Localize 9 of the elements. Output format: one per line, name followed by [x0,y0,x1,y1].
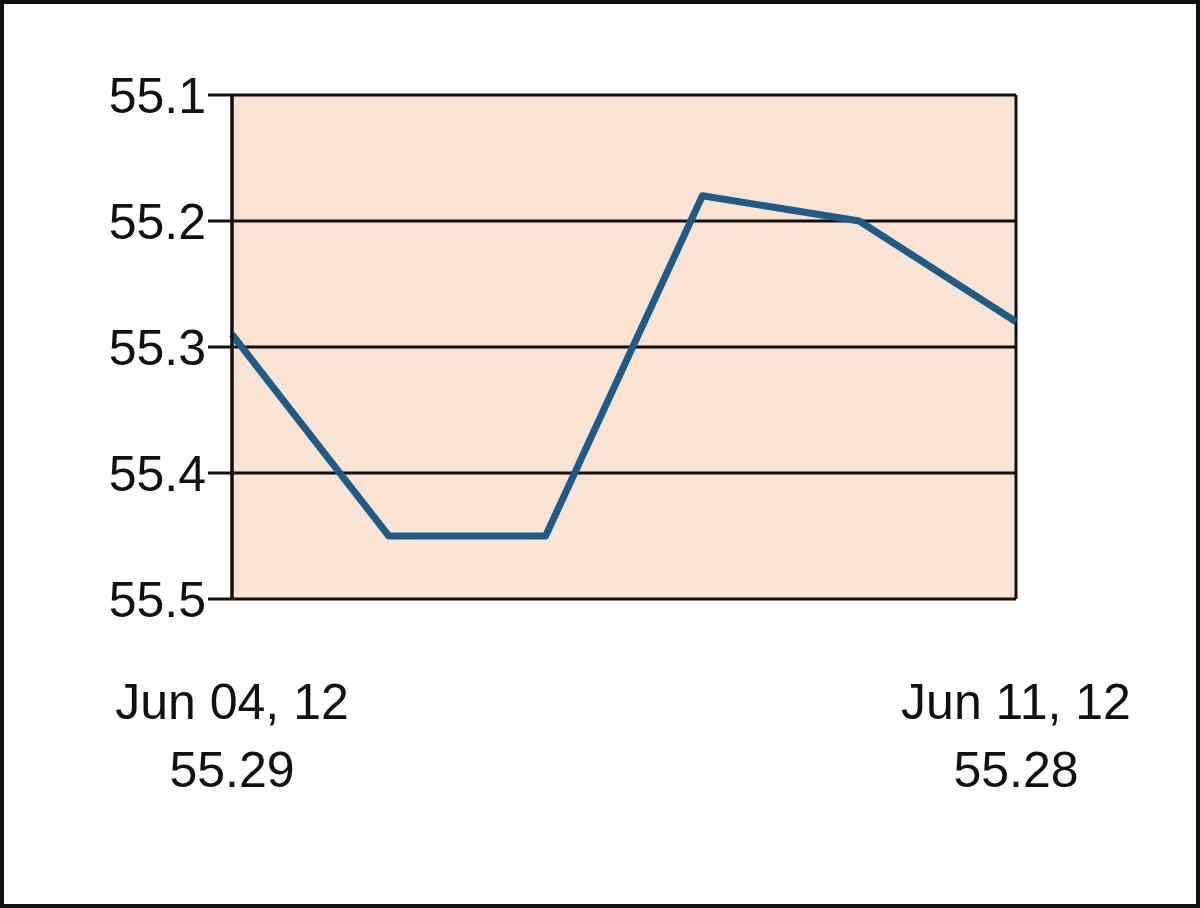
x-tick-label: Jun 11, 12 [901,674,1131,730]
data-label: 55.28 [953,742,1079,798]
y-tick-label: 55.4 [108,445,206,502]
x-tick-label: Jun 04, 12 [115,674,349,730]
y-tick-label: 55.1 [108,67,206,124]
y-tick-label: 55.2 [108,193,206,250]
y-tick-label: 55.3 [108,319,206,376]
data-label: 55.29 [169,742,295,798]
y-tick-label: 55.5 [108,571,206,628]
